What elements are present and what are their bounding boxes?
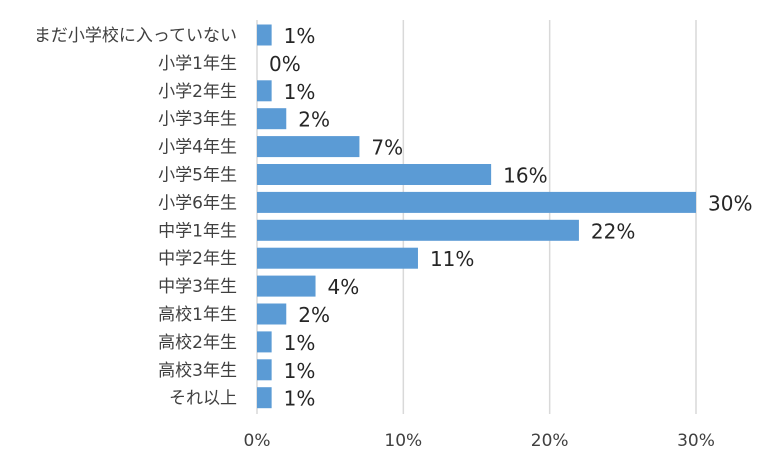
category-label: 高校1年生 bbox=[158, 305, 237, 325]
category-label: 小学2年生 bbox=[158, 82, 237, 102]
data-label: 30% bbox=[708, 191, 752, 215]
data-label: 4% bbox=[328, 275, 360, 299]
bar bbox=[257, 108, 287, 130]
data-label: 1% bbox=[284, 359, 316, 383]
bar bbox=[257, 191, 696, 213]
category-labels: まだ小学校に入っていない小学1年生小学2年生小学3年生小学4年生小学5年生小学6… bbox=[34, 26, 237, 409]
data-label: 0% bbox=[269, 52, 301, 76]
category-label: まだ小学校に入っていない bbox=[34, 26, 237, 46]
x-tick-label: 10% bbox=[384, 431, 422, 451]
data-label: 1% bbox=[284, 24, 316, 48]
data-labels: 1% 0% 1% 2% 7% 16% 30% 22% 11% 4% 2% 1% 1% 1% bbox=[269, 24, 752, 411]
data-label: 22% bbox=[591, 219, 635, 243]
data-label: 2% bbox=[298, 303, 330, 327]
bar bbox=[257, 387, 272, 409]
x-tick-label: 30% bbox=[677, 431, 715, 451]
data-label: 1% bbox=[284, 331, 316, 355]
category-label: 小学4年生 bbox=[158, 138, 237, 158]
bar bbox=[257, 247, 418, 269]
data-label: 1% bbox=[284, 80, 316, 104]
data-label: 16% bbox=[503, 164, 547, 188]
data-label: 1% bbox=[284, 387, 316, 411]
bar bbox=[257, 24, 272, 46]
data-label: 11% bbox=[430, 247, 474, 271]
bars bbox=[257, 24, 696, 409]
category-label: それ以上 bbox=[169, 389, 237, 409]
bar bbox=[257, 359, 272, 381]
category-label: 小学1年生 bbox=[158, 54, 237, 74]
bar bbox=[257, 275, 316, 297]
bar bbox=[257, 303, 287, 325]
x-tick-label: 20% bbox=[531, 431, 569, 451]
bar bbox=[257, 80, 272, 102]
category-label: 高校3年生 bbox=[158, 361, 237, 381]
bar bbox=[257, 219, 579, 241]
data-label: 7% bbox=[371, 136, 403, 160]
x-tick-label: 0% bbox=[244, 431, 271, 451]
bar bbox=[257, 331, 272, 353]
category-label: 中学2年生 bbox=[158, 249, 237, 269]
category-label: 小学3年生 bbox=[158, 110, 237, 130]
category-label: 小学5年生 bbox=[158, 166, 237, 186]
x-axis-ticks: 0% 10% 20% 30% bbox=[244, 431, 715, 451]
category-label: 小学6年生 bbox=[158, 193, 237, 213]
category-label: 高校2年生 bbox=[158, 333, 237, 353]
bar bbox=[257, 136, 360, 158]
gridlines bbox=[256, 20, 697, 414]
bar bbox=[257, 164, 492, 185]
data-label: 2% bbox=[298, 108, 330, 132]
category-label: 中学3年生 bbox=[158, 277, 237, 297]
category-label: 中学1年生 bbox=[158, 221, 237, 241]
